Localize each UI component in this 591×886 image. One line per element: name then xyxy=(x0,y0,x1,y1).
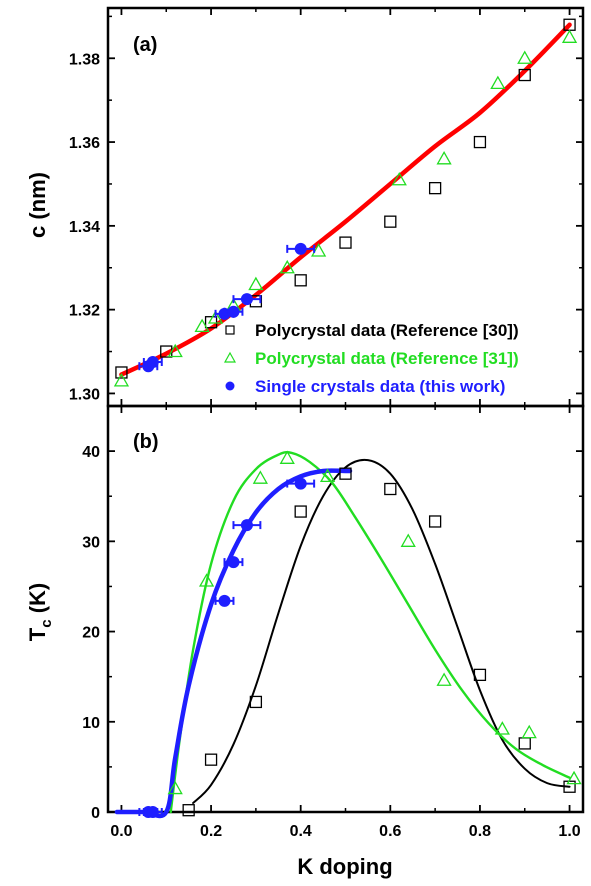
x-tick-label-b-4: 0.8 xyxy=(469,823,491,840)
y-tick-label-b-0: 0 xyxy=(91,805,100,822)
point-b-s0-4 xyxy=(339,467,352,480)
y-tick-label-b-1: 10 xyxy=(82,715,100,732)
point-b-s1-1 xyxy=(198,573,215,587)
point-a-s0-5 xyxy=(339,236,352,249)
point-a-s1-2 xyxy=(194,318,210,333)
fit-curves xyxy=(114,22,572,819)
point-a-s2-5 xyxy=(294,242,307,255)
point-a-s2-4 xyxy=(240,293,253,306)
point-a-s1-1 xyxy=(167,343,183,358)
point-a-s1-10 xyxy=(490,75,506,90)
point-b-s1-8 xyxy=(521,724,537,739)
data-points xyxy=(113,18,582,818)
point-b-s1-9 xyxy=(566,770,582,785)
point-a-s0-4 xyxy=(294,274,307,287)
y-tick-label-a-4: 1.38 xyxy=(69,51,100,68)
fit-curve-b-1 xyxy=(169,451,571,814)
point-a-s0-2 xyxy=(204,316,218,329)
x-tick-label-b-2: 0.4 xyxy=(290,823,312,840)
point-b-s0-1 xyxy=(204,753,218,766)
point-a-s0-6 xyxy=(384,215,397,228)
point-a-s0-0 xyxy=(115,366,128,379)
y-tick-label-b-2: 20 xyxy=(82,625,100,642)
legend-marker-ref30 xyxy=(225,325,235,335)
y-tick-label-b-4: 40 xyxy=(82,444,100,461)
y-tick-label-a-0: 1.30 xyxy=(69,386,100,403)
point-b-s0-0 xyxy=(182,804,195,817)
point-b-s0-5 xyxy=(384,482,397,496)
y-tick-label-b-3: 30 xyxy=(82,534,100,551)
point-a-s1-5 xyxy=(248,276,264,291)
point-b-s1-7 xyxy=(494,721,510,735)
point-b-s0-2 xyxy=(249,695,263,709)
point-b-s1-5 xyxy=(400,533,416,547)
y-tick-label-a-1: 1.32 xyxy=(69,303,100,320)
y-axis-title-b-sub: c xyxy=(38,619,55,627)
point-b-s2-5 xyxy=(294,477,307,490)
y-axis-title-b: Tc (K) xyxy=(25,583,55,641)
point-b-s0-6 xyxy=(428,515,442,528)
panel-b-label: (b) xyxy=(133,431,159,453)
legend-marker-this-work xyxy=(225,381,235,391)
point-a-s0-8 xyxy=(473,135,487,149)
point-a-s1-3 xyxy=(207,310,224,324)
fit-curve-a-0 xyxy=(119,22,572,377)
point-a-s1-8 xyxy=(391,171,407,186)
x-tick-label-b-3: 0.6 xyxy=(379,823,401,840)
y-tick-label-a-2: 1.34 xyxy=(69,219,100,236)
y-axis-title-b-unit: (K) xyxy=(25,583,50,620)
x-tick-label-b-1: 0.2 xyxy=(200,823,222,840)
x-tick-label-b-0: 0.0 xyxy=(110,823,132,840)
x-axis-title: K doping xyxy=(297,854,392,879)
fit-curve-b-0 xyxy=(192,458,571,804)
point-b-s1-3 xyxy=(279,450,295,464)
point-a-s1-12 xyxy=(561,29,578,43)
point-b-s0-7 xyxy=(473,668,487,682)
point-b-s1-0 xyxy=(167,780,183,795)
point-b-s2-2 xyxy=(218,594,231,607)
point-b-s2-3 xyxy=(227,556,240,569)
legend-marker-ref31 xyxy=(223,351,237,363)
panel-a-label: (a) xyxy=(133,34,157,56)
point-a-s2-3 xyxy=(227,305,240,318)
point-a-s1-7 xyxy=(310,243,327,257)
point-b-s1-6 xyxy=(436,672,452,686)
legend: Polycrystal data (Reference [30]) Polycr… xyxy=(223,321,519,396)
point-b-s2-4 xyxy=(240,519,253,532)
legend-label-ref31: Polycrystal data (Reference [31]) xyxy=(255,349,519,368)
legend-label-this-work: Single crystals data (this work) xyxy=(255,377,505,396)
legend-label-ref30: Polycrystal data (Reference [30]) xyxy=(255,321,519,340)
fit-curve-b-2 xyxy=(114,468,353,819)
tick-labels: 1.30 1.32 1.34 1.36 1.38 0 10 20 30 40 0.0 0.2 0.4 0.… xyxy=(69,51,581,840)
point-b-s1-2 xyxy=(252,470,268,484)
point-a-s1-11 xyxy=(517,50,533,64)
point-b-s0-8 xyxy=(518,737,531,750)
axis-ticks xyxy=(108,8,583,813)
point-b-s2-1 xyxy=(146,806,159,818)
point-a-s0-9 xyxy=(518,68,531,82)
point-a-s0-7 xyxy=(428,181,442,195)
point-a-s1-0 xyxy=(113,373,130,387)
point-b-s0-3 xyxy=(294,505,307,518)
y-tick-label-a-3: 1.36 xyxy=(69,135,100,152)
y-axis-title-b-main: T xyxy=(25,627,50,641)
point-b-s1-4 xyxy=(319,468,336,483)
point-a-s2-1 xyxy=(146,356,159,369)
y-axis-title-a: c (nm) xyxy=(25,172,50,238)
point-a-s1-9 xyxy=(436,151,452,165)
x-tick-label-b-5: 1.0 xyxy=(558,823,580,840)
point-a-s1-6 xyxy=(279,259,295,274)
